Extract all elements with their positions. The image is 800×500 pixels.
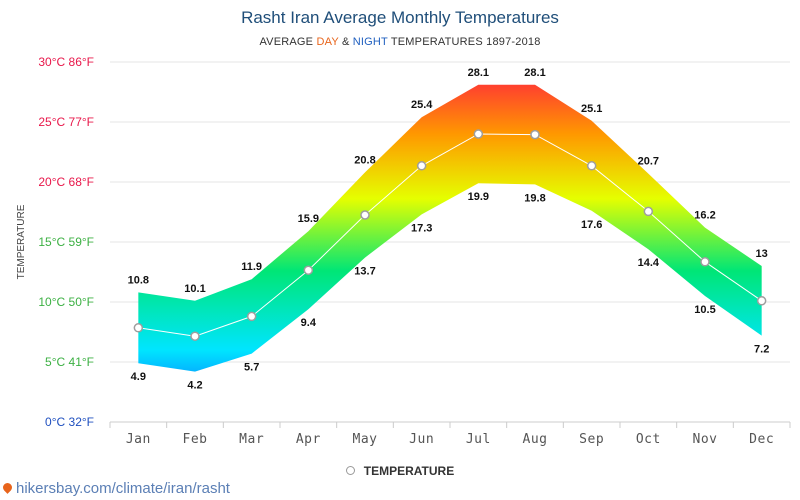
night-value-labels: 4.9 4.2 5.7 9.4 13.7 17.3 19.9 19.8 17.6 14.4 10.5… [131, 191, 770, 391]
x-tick-label: Jan [126, 432, 151, 447]
temperature-point[interactable] [246, 311, 257, 322]
day-value-label: 25.1 [581, 103, 602, 115]
source-text: hikersbay.com/climate/iran/rasht [16, 480, 230, 497]
night-value-label: 19.9 [468, 191, 489, 203]
temperature-point[interactable] [756, 296, 767, 306]
night-value-label: 17.6 [581, 219, 602, 231]
average-temperature-points [133, 129, 767, 341]
night-value-label: 13.7 [354, 266, 375, 278]
legend-label: TEMPERATURE [363, 464, 455, 478]
x-tick-label: Dec [749, 432, 774, 447]
subtitle-day: DAY [316, 36, 339, 48]
temperature-point[interactable] [700, 257, 710, 267]
chart-subtitle: AVERAGE DAY & NIGHT TEMPERATURES 1897-20… [0, 36, 800, 48]
x-tick-label: Jul [466, 432, 491, 447]
day-value-label: 13 [756, 248, 768, 260]
x-tick-label: Jun [409, 432, 434, 447]
y-axis-label: TEMPERATURE [16, 204, 27, 279]
night-value-label: 9.4 [301, 317, 317, 329]
location-pin-icon [1, 481, 14, 494]
x-tick-label: Feb [183, 432, 208, 447]
night-value-label: 4.2 [187, 380, 202, 392]
temperature-point[interactable] [303, 265, 314, 275]
day-value-label: 28.1 [524, 67, 545, 79]
day-value-label: 25.4 [411, 99, 433, 111]
x-tick-label: Mar [239, 432, 264, 447]
legend-marker-icon [345, 466, 355, 475]
y-tick-label: 30°C 86°F [38, 55, 94, 69]
day-value-label: 28.1 [468, 67, 489, 79]
night-value-label: 4.9 [131, 371, 146, 383]
night-value-label: 7.2 [754, 344, 769, 356]
x-tick-label: Nov [693, 432, 718, 447]
temperature-point[interactable] [360, 210, 370, 220]
night-value-label: 14.4 [638, 257, 660, 269]
temperature-point[interactable] [190, 331, 200, 341]
x-tick-label: Aug [523, 432, 548, 447]
day-value-label: 20.7 [638, 156, 659, 168]
x-tick-label: Sep [579, 432, 604, 447]
average-temperature-line [138, 133, 762, 337]
night-value-label: 19.8 [524, 192, 545, 204]
x-axis-ticks: Jan Feb Mar Apr May Jun Jul Aug Sep Oct Nov Dec [109, 422, 791, 447]
night-value-label: 10.5 [694, 304, 715, 316]
night-value-label: 17.3 [411, 222, 432, 234]
temperature-point[interactable] [416, 161, 427, 171]
day-value-label: 10.1 [184, 283, 205, 295]
temperature-point[interactable] [530, 129, 540, 140]
day-value-labels: 10.8 10.1 11.9 15.9 20.8 25.4 28.1 28.1 25.1 20.7… [128, 67, 768, 295]
temperature-point[interactable] [643, 206, 654, 217]
subtitle-amp: & [338, 36, 353, 48]
day-value-label: 15.9 [298, 213, 319, 225]
night-value-label: 5.7 [244, 362, 259, 374]
temperature-point[interactable] [473, 129, 484, 139]
day-value-label: 16.2 [694, 210, 715, 222]
chart-title: Rasht Iran Average Monthly Temperatures [241, 8, 559, 27]
y-tick-label: 0°C 32°F [45, 415, 94, 429]
day-value-label: 20.8 [354, 154, 375, 166]
y-axis-ticks: 0°C 32°F 5°C 41°F 10°C 50°F 15°C 59°F 20°C 6… [38, 55, 94, 429]
y-tick-label: 10°C 50°F [38, 295, 94, 309]
temperature-range-band [138, 84, 762, 372]
y-tick-label: 5°C 41°F [45, 355, 94, 369]
chart-legend[interactable]: TEMPERATURE [0, 464, 800, 478]
day-value-label: 10.8 [128, 274, 149, 286]
y-tick-label: 25°C 77°F [38, 115, 94, 129]
temperature-point[interactable] [586, 161, 597, 171]
source-link[interactable]: hikersbay.com/climate/iran/rasht [1, 480, 230, 497]
y-tick-label: 15°C 59°F [38, 235, 94, 249]
x-tick-label: Apr [296, 432, 321, 447]
day-value-label: 11.9 [241, 261, 262, 273]
subtitle-night: NIGHT [352, 36, 388, 48]
subtitle-prefix: AVERAGE [259, 36, 317, 48]
subtitle-suffix: TEMPERATURES 1897-2018 [387, 36, 541, 48]
x-tick-label: Oct [636, 432, 661, 447]
x-tick-label: May [353, 432, 378, 447]
temperature-point[interactable] [133, 323, 144, 333]
y-tick-label: 20°C 68°F [38, 175, 94, 189]
